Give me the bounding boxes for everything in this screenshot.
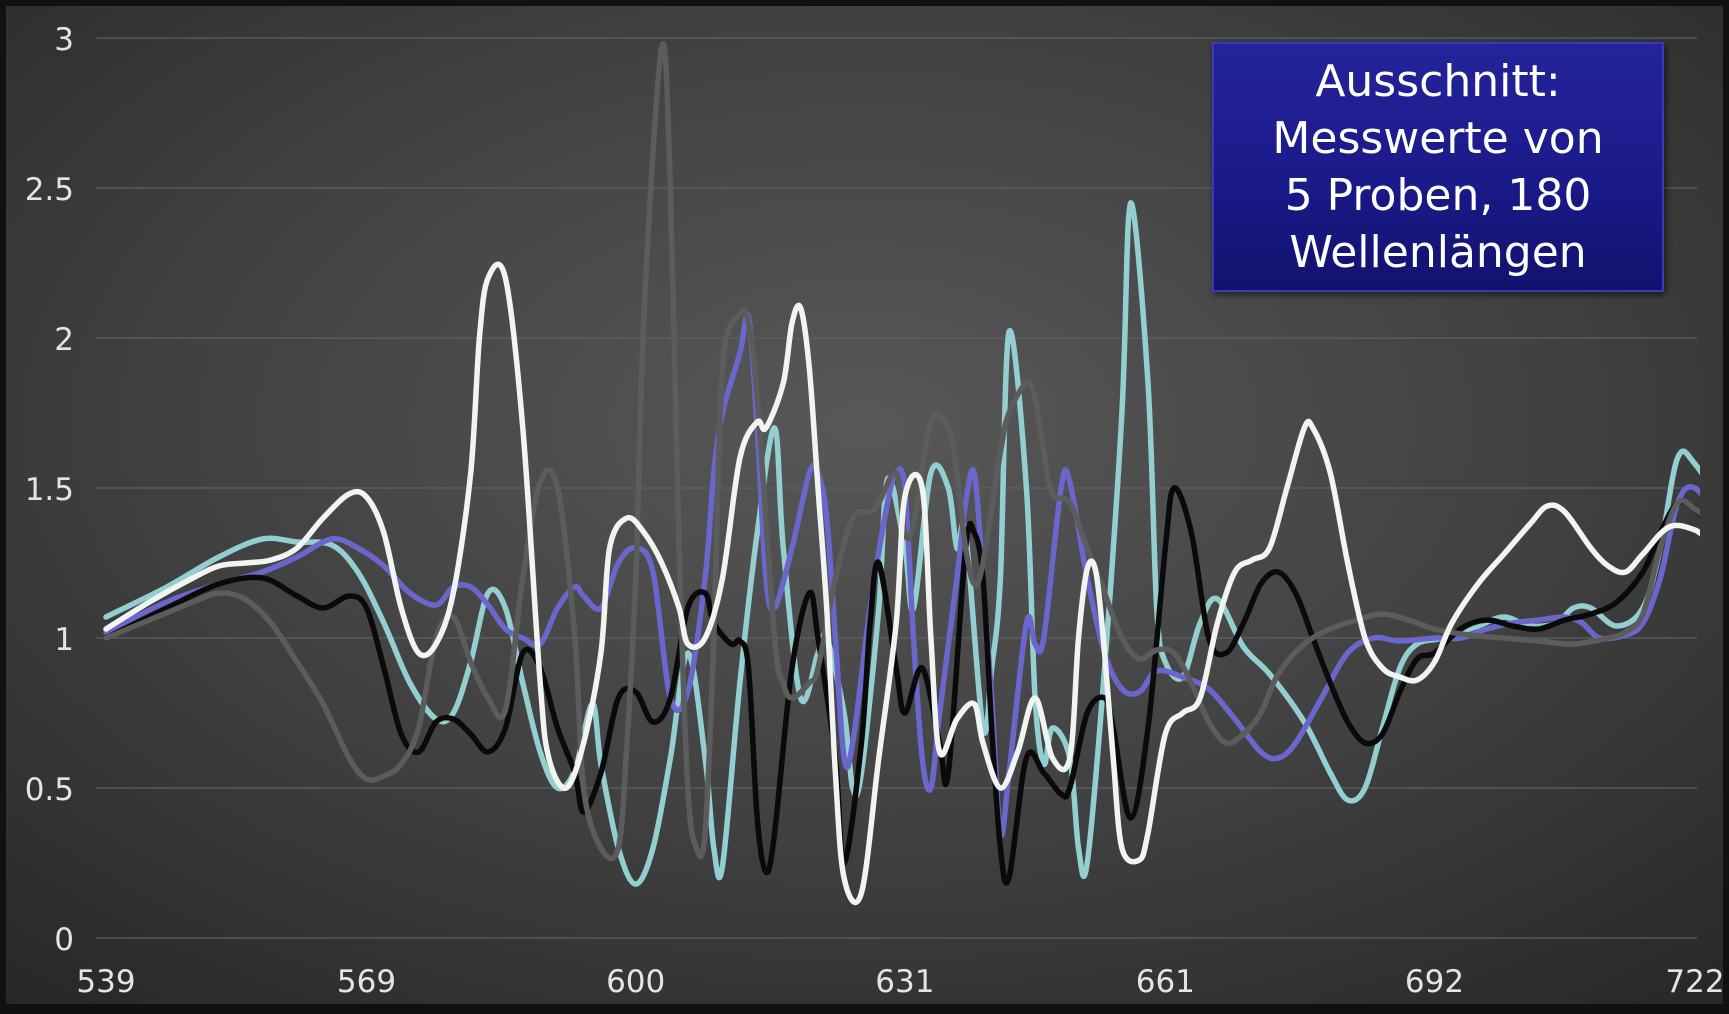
annotation-line-3: 5 Proben, 180: [1284, 170, 1592, 221]
y-tick-label: 1.5: [25, 472, 74, 508]
annotation-line-1: Ausschnitt:: [1315, 56, 1561, 107]
series-line-5: [103, 261, 1700, 906]
y-tick-label: 1: [54, 622, 74, 658]
y-tick-label: 0.5: [25, 772, 74, 808]
series-line-4: [103, 41, 1700, 862]
annotation-box: Ausschnitt: Messwerte von 5 Proben, 180 …: [1212, 42, 1664, 292]
x-tick-label: 600: [606, 964, 665, 1000]
series-line-2: [103, 311, 1700, 839]
series-line-3: [103, 485, 1700, 886]
x-tick-label: 692: [1405, 964, 1464, 1000]
x-axis-ticks: 539 569 600 631 661 692 722: [76, 964, 1724, 1000]
annotation-line-4: Wellenlängen: [1289, 227, 1587, 278]
x-tick-label: 661: [1136, 964, 1195, 1000]
y-tick-label: 2.5: [25, 172, 74, 208]
y-tick-label: 2: [54, 322, 74, 358]
y-tick-label: 0: [54, 922, 74, 958]
y-tick-label: 3: [54, 22, 74, 58]
series-lines: [103, 41, 1700, 906]
x-tick-label: 722: [1665, 964, 1724, 1000]
annotation-line-2: Messwerte von: [1272, 113, 1604, 164]
x-tick-label: 569: [337, 964, 396, 1000]
x-tick-label: 539: [76, 964, 135, 1000]
x-tick-label: 631: [875, 964, 934, 1000]
y-axis-ticks: 0 0.5 1 1.5 2 2.5 3: [25, 22, 74, 958]
